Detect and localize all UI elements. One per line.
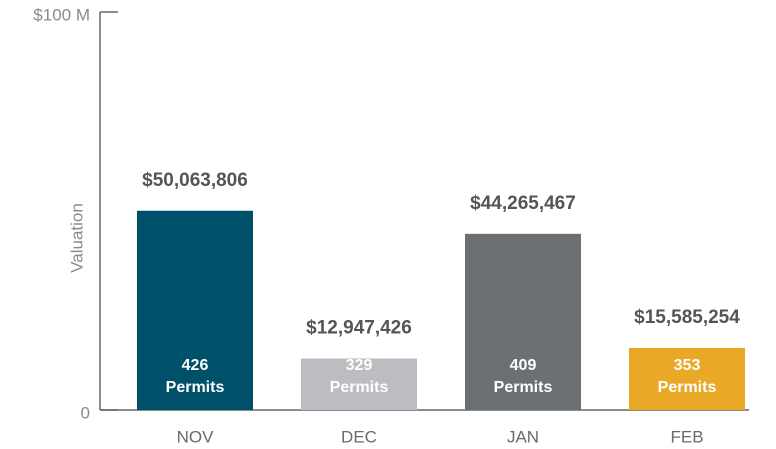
x-tick-label: FEB	[670, 427, 703, 446]
bar	[629, 347, 745, 410]
permit-label: Permits	[658, 379, 717, 396]
value-label: $44,265,467	[470, 193, 576, 214]
permit-count: 329	[346, 357, 373, 374]
x-tick-label: JAN	[507, 427, 539, 446]
value-label: $15,585,254	[634, 307, 740, 328]
permit-count: 409	[510, 357, 537, 374]
y-tick-label: 0	[81, 403, 90, 422]
permit-label: Permits	[330, 379, 389, 396]
permit-label: Permits	[166, 379, 225, 396]
y-tick-label: $100 M	[33, 5, 90, 24]
bar	[465, 233, 581, 410]
bar	[301, 358, 417, 410]
value-label: $50,063,806	[142, 170, 248, 191]
x-tick-label: NOV	[177, 427, 215, 446]
permit-label: Permits	[494, 379, 553, 396]
permit-count: 353	[674, 357, 701, 374]
bar	[137, 210, 253, 410]
permit-count: 426	[182, 357, 209, 374]
y-axis-label: Valuation	[67, 203, 86, 273]
value-label: $12,947,426	[306, 317, 412, 338]
x-tick-label: DEC	[341, 427, 377, 446]
